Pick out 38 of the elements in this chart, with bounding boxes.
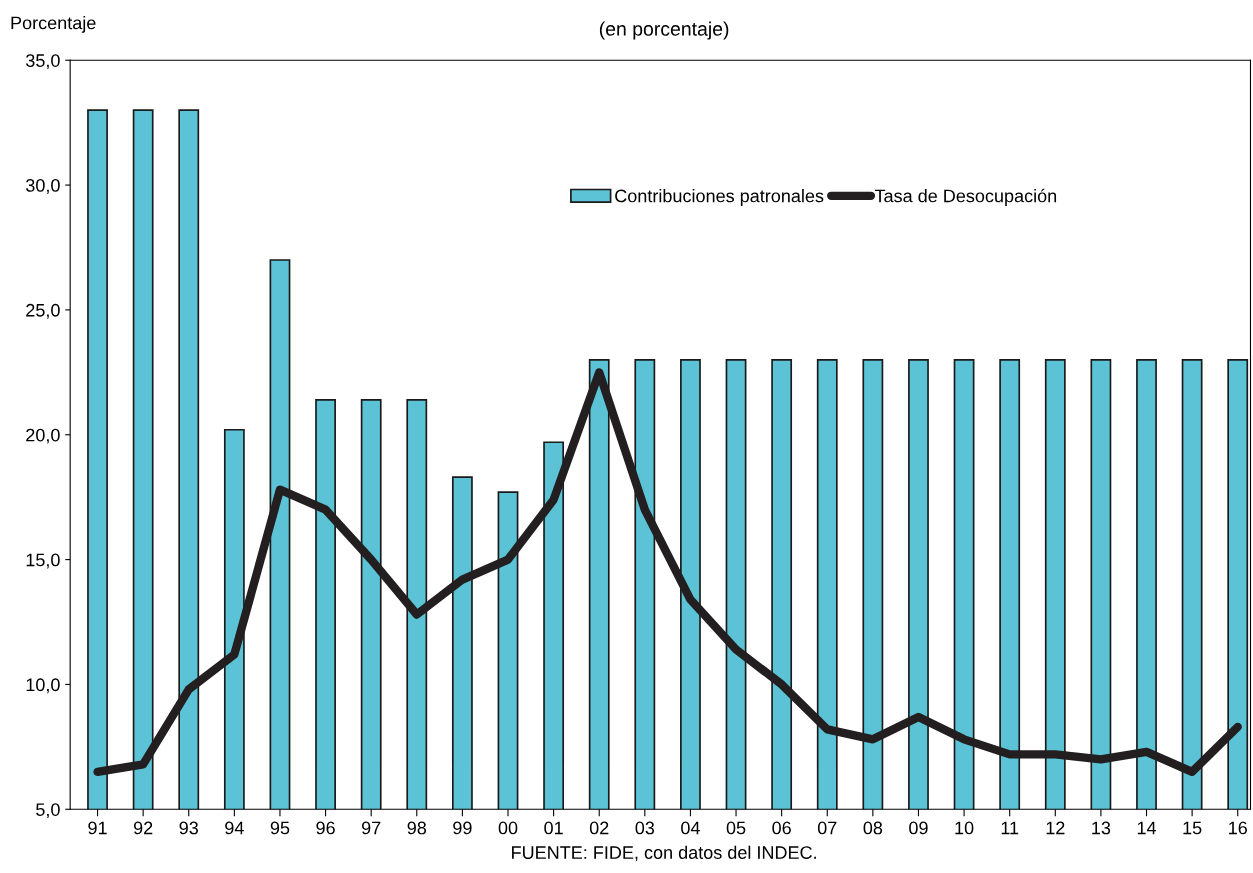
x-tick-label: 01 — [544, 821, 563, 835]
legend-label: Tasa de Desocupación — [874, 188, 1057, 206]
y-tick-label: 10,0 — [26, 678, 60, 694]
y-tick-label: 5,0 — [36, 803, 60, 819]
y-tick-label: 20,0 — [26, 428, 60, 444]
x-tick-label: 07 — [817, 821, 837, 835]
x-tick-label: 04 — [681, 821, 700, 835]
source-note: FUENTE: FIDE, con datos del INDEC. — [512, 845, 816, 862]
y-tick-label: 30,0 — [26, 179, 60, 194]
x-tick-label: 05 — [726, 821, 746, 835]
x-tick-label: 12 — [1046, 821, 1065, 835]
legend-label: Contribuciones patronales — [615, 189, 824, 206]
x-tick-label: 13 — [1092, 821, 1111, 835]
x-tick-label: 15 — [1183, 821, 1202, 835]
x-tick-label: 11 — [1001, 821, 1019, 835]
x-tick-label: 06 — [772, 821, 791, 835]
x-tick-label: 09 — [909, 821, 928, 835]
x-tick-label: 93 — [179, 821, 198, 835]
x-tick-label: 91 — [88, 821, 107, 835]
y-tick-label: 35,0 — [26, 54, 60, 70]
x-tick-label: 08 — [863, 821, 883, 835]
x-tick-label: 94 — [225, 821, 244, 835]
x-tick-label: 00 — [498, 821, 518, 835]
chart-subtitle: (en porcentaje) — [599, 21, 729, 40]
x-tick-label: 03 — [635, 821, 655, 835]
y-tick-label: 15,0 — [26, 553, 60, 569]
x-tick-label: 98 — [407, 821, 427, 835]
y-tick-label: 25,0 — [26, 303, 60, 319]
x-tick-label: 97 — [361, 821, 381, 835]
x-tick-label: 92 — [133, 821, 153, 835]
x-tick-label: 95 — [270, 821, 290, 835]
y-axis-title: Porcentaje — [11, 16, 96, 33]
x-tick-label: 96 — [316, 821, 335, 835]
x-tick-label: 10 — [955, 821, 974, 835]
x-tick-label: 16 — [1229, 821, 1247, 835]
x-tick-label: 02 — [589, 821, 609, 835]
x-tick-label: 14 — [1137, 821, 1157, 835]
x-tick-label: 99 — [453, 821, 472, 835]
